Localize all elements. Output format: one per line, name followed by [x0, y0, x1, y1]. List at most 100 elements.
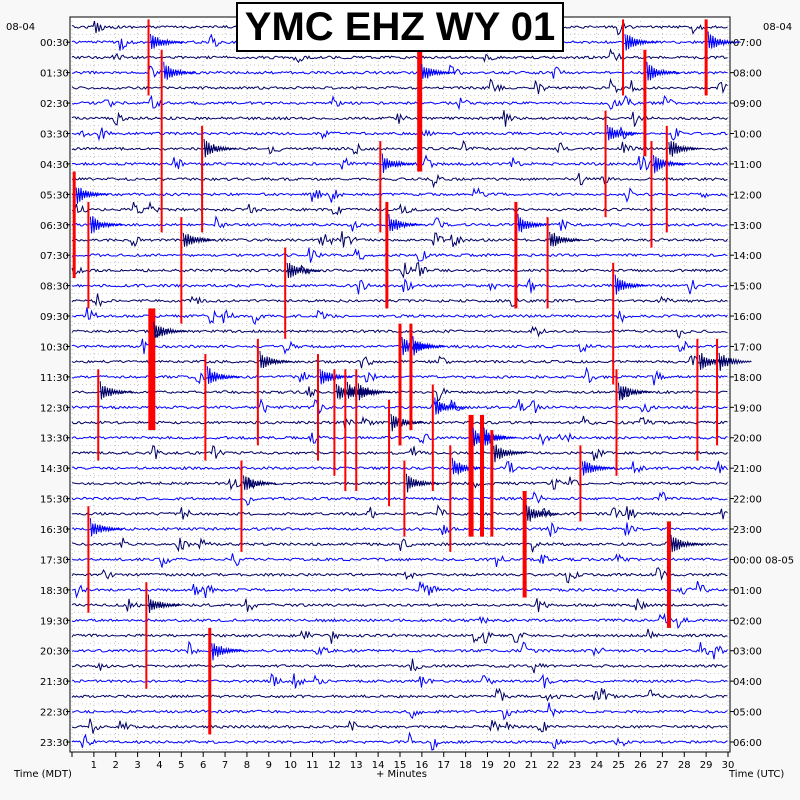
x-tick-label-6: 7 [222, 760, 228, 771]
event-burst-20 [388, 214, 422, 232]
left-tick-label-6: 06:30 [40, 221, 69, 232]
date-left: 08-04 [6, 22, 35, 33]
x-tick-label-3: 4 [156, 760, 162, 771]
left-tick-label-19: 19:30 [40, 616, 69, 627]
event-marker-30 [490, 430, 494, 537]
right-tick-label-4: 11:00 [733, 160, 762, 171]
event-burst-0 [75, 187, 109, 204]
event-burst-6 [153, 321, 187, 338]
event-marker-36 [612, 262, 615, 385]
event-markers [72, 19, 752, 735]
right-tick-label-5: 12:00 [733, 190, 762, 201]
left-tick-label-5: 05:30 [40, 190, 69, 201]
x-tick-label-7: 8 [244, 760, 250, 771]
event-marker-13 [256, 338, 259, 446]
event-burst-44 [707, 31, 741, 49]
left-tick-label-14: 14:30 [40, 464, 69, 475]
seismic-traces [71, 20, 728, 751]
x-tick-label-27: 28 [678, 760, 691, 771]
event-marker-35 [604, 110, 607, 218]
right-tick-label-12: 19:00 [733, 403, 762, 414]
trace-line-6 [71, 110, 728, 127]
event-marker-37 [615, 369, 618, 476]
event-marker-4 [147, 19, 150, 96]
event-burst-12 [243, 475, 277, 490]
trace-line-38 [71, 598, 728, 612]
event-marker-26 [431, 384, 434, 491]
trace-line-10 [71, 172, 728, 189]
event-marker-24 [417, 49, 423, 172]
event-burst-38 [624, 34, 658, 51]
trace-line-5 [71, 94, 728, 111]
trace-line-45 [71, 702, 728, 721]
event-marker-5 [145, 582, 148, 689]
event-burst-35 [607, 125, 641, 141]
event-burst-9 [203, 138, 237, 158]
left-tick-label-3: 03:30 [40, 129, 69, 140]
right-tick-label-8: 15:00 [733, 282, 762, 293]
x-tick-label-9: 10 [284, 760, 297, 771]
event-burst-19 [381, 153, 416, 173]
event-burst-34 [581, 460, 616, 476]
event-marker-22 [398, 323, 402, 446]
trace-line-33 [71, 521, 728, 537]
x-tick-label-20: 21 [525, 760, 538, 771]
event-burst-32 [526, 505, 560, 522]
event-marker-32 [522, 490, 527, 598]
trace-line-47 [71, 731, 728, 751]
x-tick-label-10: 11 [306, 760, 319, 771]
event-marker-7 [160, 49, 163, 233]
right-tick-label-3: 10:00 [733, 129, 762, 140]
event-marker-19 [379, 141, 382, 233]
event-burst-2 [89, 518, 124, 537]
x-tick-label-21: 22 [547, 760, 560, 771]
event-burst-45 [718, 352, 752, 371]
trace-line-36 [71, 567, 728, 584]
left-tick-label-11: 11:30 [40, 373, 69, 384]
event-burst-3 [99, 381, 133, 400]
right-tick-label-14: 21:00 [733, 464, 762, 475]
x-tick-label-24: 25 [612, 760, 625, 771]
left-tick-label-22: 22:30 [40, 708, 69, 719]
left-tick-label-16: 16:30 [40, 525, 69, 536]
right-tick-label-17: 00:00 08-05 [733, 555, 794, 566]
x-tick-label-15: 16 [415, 760, 428, 771]
trace-line-37 [71, 581, 728, 599]
event-marker-14 [284, 247, 287, 339]
event-burst-26 [434, 397, 468, 415]
right-tick-label-15: 22:00 [733, 495, 762, 506]
event-burst-31 [517, 213, 551, 233]
event-marker-20 [385, 201, 389, 309]
x-tick-label-11: 12 [328, 760, 341, 771]
left-tick-label-2: 02:30 [40, 99, 69, 110]
event-marker-15 [317, 354, 319, 461]
x-tick-label-26: 27 [656, 760, 669, 771]
event-marker-18 [355, 369, 358, 491]
x-tick-label-0: 1 [91, 760, 97, 771]
trace-line-42 [71, 658, 728, 674]
left-tick-label-12: 12:30 [40, 403, 69, 414]
event-marker-21 [388, 399, 391, 507]
right-tick-label-2: 09:00 [733, 99, 762, 110]
event-burst-14 [286, 262, 320, 279]
event-burst-33 [549, 232, 583, 247]
trace-line-40 [71, 628, 728, 644]
event-marker-2 [87, 506, 90, 613]
right-tick-label-21: 04:00 [733, 677, 762, 688]
event-burst-40 [653, 155, 687, 174]
trace-line-29 [71, 461, 728, 474]
right-tick-label-0: 07:00 [733, 38, 762, 49]
x-tick-label-14: 15 [394, 760, 407, 771]
event-marker-8 [180, 217, 183, 324]
right-tick-label-11: 18:00 [733, 373, 762, 384]
trace-line-34 [71, 537, 728, 553]
right-tick-label-20: 03:00 [733, 647, 762, 658]
x-tick-label-17: 18 [459, 760, 472, 771]
chart-title: YMC EHZ WY 01 [236, 2, 564, 52]
grid-lines [70, 17, 730, 752]
left-tick-label-20: 20:30 [40, 647, 69, 658]
trace-line-11 [71, 187, 728, 203]
event-marker-31 [514, 201, 518, 309]
left-tick-label-15: 15:30 [40, 495, 69, 506]
